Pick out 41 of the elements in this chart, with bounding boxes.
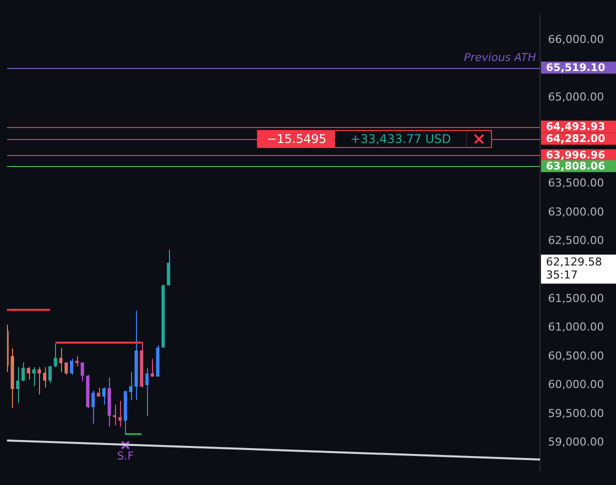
annotation: +33,433.77 USD: [335, 130, 467, 147]
y-tick-label: 61,500.00: [548, 292, 604, 305]
ref-line-label: 64,282.00: [546, 133, 606, 146]
candlestick: [59, 347, 63, 372]
annotation: Previous ATH: [464, 50, 536, 64]
candlestick: [43, 366, 46, 388]
candlestick: [102, 387, 106, 406]
series-label: S.F: [117, 449, 134, 462]
candlestick: [70, 358, 74, 376]
candlestick: [21, 362, 25, 382]
ref-line-label: 63,996.96: [546, 149, 606, 162]
ref-line-label: 64,493.93: [546, 120, 606, 133]
candlestick: [80, 362, 84, 382]
y-tick-label: 59,500.00: [548, 406, 604, 420]
y-tick-label: 59,000.00: [548, 436, 604, 449]
candlestick: [38, 366, 41, 395]
candlestick: [145, 367, 149, 417]
y-tick-label: 61,000.00: [548, 320, 604, 334]
candlestick: [91, 390, 95, 424]
candlestick: [166, 249, 170, 286]
candlestick: [26, 366, 30, 380]
candlestick: [150, 358, 154, 378]
y-tick-label: 60,000.00: [548, 378, 604, 392]
y-tick-label: 63,000.00: [548, 205, 604, 218]
candlestick: [64, 362, 68, 376]
text: 62,129.58: [546, 256, 602, 269]
candlestick: [96, 387, 100, 398]
candlestick: [129, 371, 132, 401]
y-tick-label: 66,000.00: [548, 32, 604, 46]
annotation: −15.5495: [258, 130, 336, 147]
y-tick-label: 62,500.00: [548, 234, 604, 248]
candlestick: [16, 366, 20, 404]
text: 35:17: [546, 268, 578, 282]
candlestick: [118, 400, 122, 428]
y-tick-label: 60,500.00: [548, 349, 604, 362]
candlestick: [113, 404, 116, 426]
candlestick: [48, 366, 52, 384]
ref-line-label: 65,519.10: [546, 62, 606, 74]
y-tick-label: 63,500.00: [548, 176, 604, 190]
ref-line-label: 63,808.06: [546, 160, 606, 172]
y-tick-label: 65,000.00: [548, 90, 604, 104]
